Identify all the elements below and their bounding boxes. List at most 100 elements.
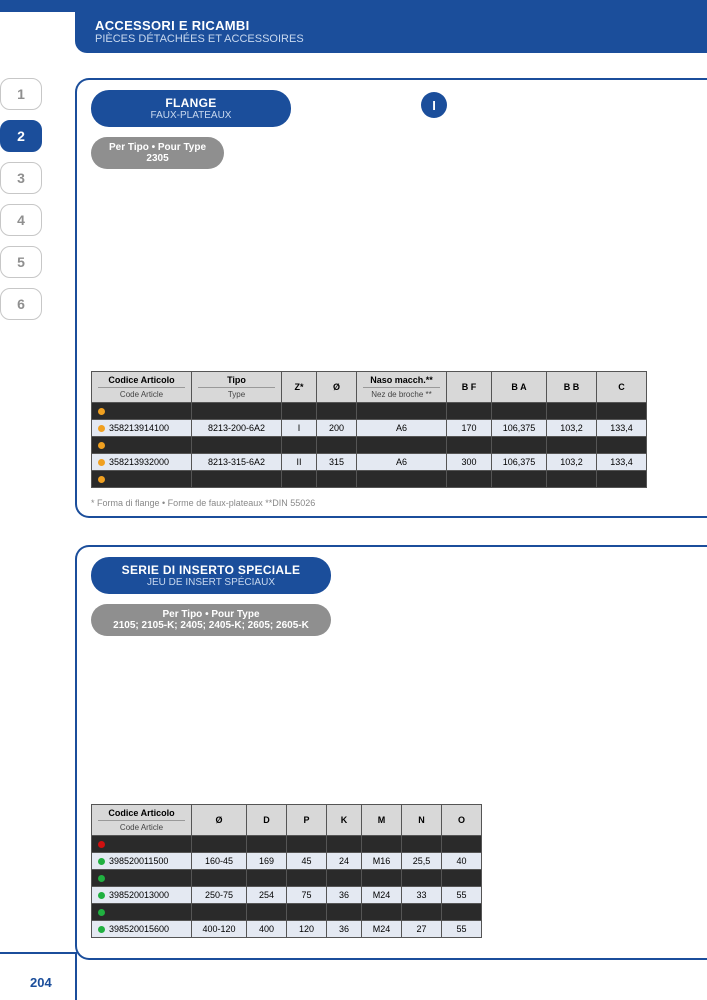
section1-sub-type: 2305	[109, 153, 206, 164]
table-cell	[92, 870, 192, 887]
table-cell: 24	[327, 853, 362, 870]
section2-subtitle-pill: Per Tipo • Pour Type 2105; 2105-K; 2405;…	[91, 604, 331, 636]
table-cell	[447, 471, 492, 488]
status-dot-icon	[98, 459, 105, 466]
table-cell	[442, 870, 482, 887]
table-row: 3582139141008213-200-6A2I200A6170106,375…	[92, 420, 647, 437]
side-tab-4[interactable]: 4	[0, 204, 42, 236]
table-cell: 300	[447, 454, 492, 471]
section-insert: SERIE DI INSERTO SPECIALE JEU DE INSERT …	[75, 545, 707, 960]
table-cell: 55	[442, 887, 482, 904]
header-title-fr: PIÈCES DÉTACHÉES ET ACCESSOIRES	[95, 33, 687, 45]
table-cell	[327, 904, 362, 921]
table-cell	[247, 836, 287, 853]
table-cell	[317, 403, 357, 420]
table-row	[92, 870, 482, 887]
table-cell	[492, 471, 547, 488]
side-tabs: 1 2 3 4 5 6	[0, 78, 44, 330]
section2-sub-type: 2105; 2105-K; 2405; 2405-K; 2605; 2605-K	[109, 620, 313, 631]
table-cell	[282, 403, 317, 420]
col-header: N	[402, 805, 442, 836]
section2-sub-label: Per Tipo • Pour Type	[109, 609, 313, 620]
status-dot-icon	[98, 926, 105, 933]
table-cell: 170	[447, 420, 492, 437]
table-cell	[357, 437, 447, 454]
status-dot-icon	[98, 476, 105, 483]
table-cell: 8213-200-6A2	[192, 420, 282, 437]
table-cell	[447, 437, 492, 454]
table-cell	[192, 403, 282, 420]
status-dot-icon	[98, 858, 105, 865]
status-dot-icon	[98, 892, 105, 899]
status-dot-icon	[98, 425, 105, 432]
table-cell: 358213914100	[92, 420, 192, 437]
side-tab-5[interactable]: 5	[0, 246, 42, 278]
section1-subtitle-pill: Per Tipo • Pour Type 2305	[91, 137, 224, 169]
table-row: 398520011500160-451694524M1625,540	[92, 853, 482, 870]
col-header: B B	[547, 372, 597, 403]
col-header: Codice ArticoloCode Article	[92, 372, 192, 403]
table-cell: 400	[247, 921, 287, 938]
side-tab-3[interactable]: 3	[0, 162, 42, 194]
table-cell: 315	[317, 454, 357, 471]
table-cell: 8213-315-6A2	[192, 454, 282, 471]
section1-footnote: * Forma di flange • Forme de faux-platea…	[91, 498, 315, 508]
table-cell	[547, 403, 597, 420]
table-cell	[327, 836, 362, 853]
page-header: ACCESSORI E RICAMBI PIÈCES DÉTACHÉES ET …	[75, 12, 707, 53]
side-tab-6[interactable]: 6	[0, 288, 42, 320]
table-cell: 200	[317, 420, 357, 437]
col-header: P	[287, 805, 327, 836]
table-cell: 398520015600	[92, 921, 192, 938]
table-cell	[92, 904, 192, 921]
table-cell	[327, 870, 362, 887]
table-cell: 25,5	[402, 853, 442, 870]
table-cell	[287, 904, 327, 921]
table-cell: M24	[362, 887, 402, 904]
table-cell	[192, 471, 282, 488]
table-row	[92, 471, 647, 488]
table-row	[92, 836, 482, 853]
table-cell	[442, 904, 482, 921]
table-cell	[492, 403, 547, 420]
section1-sub-label: Per Tipo • Pour Type	[109, 142, 206, 153]
table-cell	[247, 904, 287, 921]
table-cell: 169	[247, 853, 287, 870]
table-cell: A6	[357, 454, 447, 471]
table-cell	[402, 870, 442, 887]
table-cell: 33	[402, 887, 442, 904]
status-dot-icon	[98, 841, 105, 848]
side-tab-1[interactable]: 1	[0, 78, 42, 110]
col-header: C	[597, 372, 647, 403]
section1-title-pill: FLANGE FAUX-PLATEAUX	[91, 90, 291, 127]
table-cell	[362, 870, 402, 887]
status-dot-icon	[98, 442, 105, 449]
table-cell	[192, 904, 247, 921]
table-cell	[492, 437, 547, 454]
col-header: D	[247, 805, 287, 836]
col-header: TipoType	[192, 372, 282, 403]
table-cell: 75	[287, 887, 327, 904]
status-dot-icon	[98, 408, 105, 415]
table-cell	[362, 836, 402, 853]
table-cell: 400-120	[192, 921, 247, 938]
table-cell	[192, 870, 247, 887]
section2-title-pill: SERIE DI INSERTO SPECIALE JEU DE INSERT …	[91, 557, 331, 594]
side-tab-2[interactable]: 2	[0, 120, 42, 152]
status-dot-icon	[98, 875, 105, 882]
table-cell	[402, 904, 442, 921]
table-cell: 120	[287, 921, 327, 938]
table-cell: 103,2	[547, 420, 597, 437]
table-cell: 103,2	[547, 454, 597, 471]
section2-title-it: SERIE DI INSERTO SPECIALE	[115, 563, 307, 577]
page-divider-h	[0, 952, 75, 954]
col-header: B A	[492, 372, 547, 403]
table-cell	[92, 471, 192, 488]
page-number: 204	[30, 975, 52, 990]
table-cell	[547, 471, 597, 488]
table-cell	[282, 437, 317, 454]
table-cell: M24	[362, 921, 402, 938]
table-cell: 55	[442, 921, 482, 938]
table-cell	[287, 870, 327, 887]
table-cell	[447, 403, 492, 420]
